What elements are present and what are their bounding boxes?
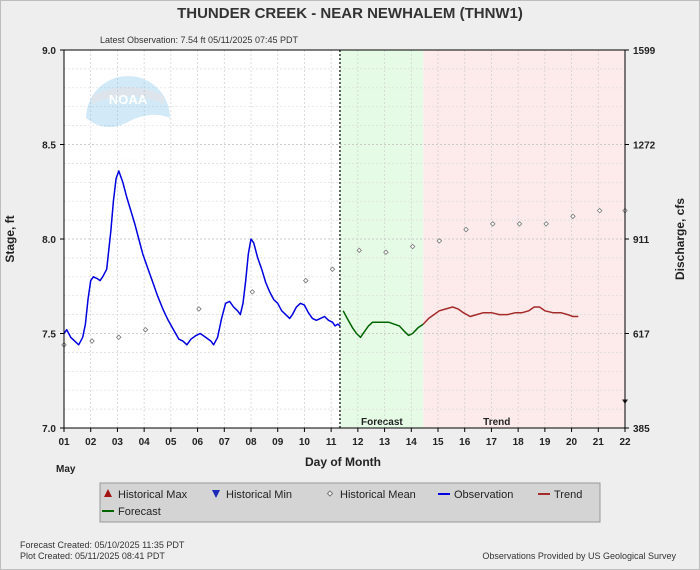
y-tick-label: 7.0	[42, 424, 56, 435]
latest-observation-text: Latest Observation: 7.54 ft 05/11/2025 0…	[100, 35, 298, 45]
historical-mean-point	[329, 266, 336, 273]
historical-mean-point	[463, 226, 469, 233]
historical-mean-point	[543, 221, 549, 227]
historical-mean-point	[596, 207, 603, 214]
historical-mean-point	[89, 338, 95, 344]
legend-label-obs: Observation	[454, 489, 513, 501]
x-tick-label: 15	[432, 437, 444, 448]
y-tick-label: 8.5	[42, 141, 56, 152]
y2-tick-label: 1599	[633, 46, 656, 57]
x-tick-label: 09	[272, 437, 284, 448]
historical-mean-point	[356, 247, 362, 254]
historical-mean-point	[383, 249, 389, 255]
historical-mean-point	[302, 277, 309, 284]
y-tick-label: 8.0	[42, 235, 56, 246]
legend-marker-mean	[326, 490, 334, 497]
y2-tick-label: 1272	[633, 141, 656, 152]
historical-mean-point	[516, 221, 523, 227]
legend-item-mean: Historical Mean	[326, 489, 416, 501]
x-tick-label: 01	[58, 437, 70, 448]
x-tick-label: 13	[379, 437, 391, 448]
x-tick-label: 20	[566, 437, 578, 448]
x-tick-label: 04	[139, 437, 151, 448]
x-tick-label: 21	[593, 437, 605, 448]
legend-label-mean: Historical Mean	[340, 489, 416, 501]
observation-line	[63, 170, 341, 346]
historical-mean-point	[142, 326, 149, 333]
historical-mean-point	[409, 243, 416, 250]
legend-label-max: Historical Max	[118, 489, 188, 501]
legend-item-forecast: Forecast	[102, 506, 161, 518]
plot-created-text: Plot Created: 05/11/2025 08:41 PDT	[20, 551, 165, 561]
legend-item-trend: Trend	[538, 489, 582, 501]
historical-mean-point	[196, 306, 202, 312]
region-label-forecast: Forecast	[361, 417, 403, 428]
y2-axis-label: Discharge, cfs	[673, 198, 687, 280]
chart-title: THUNDER CREEK - NEAR NEWHALEM (THNW1)	[177, 5, 523, 22]
x-tick-label: 16	[459, 437, 471, 448]
legend-marker-min	[212, 490, 220, 498]
legend-label-min: Historical Min	[226, 489, 292, 501]
historical-mean-point	[249, 289, 256, 295]
legend-item-min: Historical Min	[212, 489, 292, 501]
y-axis-label: Stage, ft	[3, 215, 17, 262]
x-tick-label: 19	[539, 437, 551, 448]
x-axis-label: Day of Month	[305, 455, 381, 469]
x-month-label: May	[56, 464, 76, 475]
legend: Historical Max Historical Min Historical M…	[102, 489, 582, 518]
historical-mean-point	[489, 221, 496, 227]
historical-mean-point	[436, 238, 443, 244]
trend-line	[422, 306, 579, 325]
y2-tick-label: 385	[633, 424, 650, 435]
x-tick-label: 02	[85, 437, 97, 448]
legend-marker-max	[104, 489, 112, 497]
forecast-trend-regions: Forecast Trend	[339, 50, 625, 428]
x-tick-label: 06	[192, 437, 204, 448]
axis-ticks: 01 02 03 04 05 06 07 08 09 10 11 12 13 14 15 16 17 18 19 20…	[42, 46, 656, 448]
forecast-line	[342, 310, 424, 339]
x-tick-label: 14	[406, 437, 418, 448]
x-tick-label: 11	[326, 437, 337, 448]
legend-label-trend: Trend	[554, 489, 582, 501]
data-credit-text: Observations Provided by US Geological S…	[482, 551, 676, 561]
legend-box	[99, 482, 601, 523]
legend-label-forecast: Forecast	[118, 506, 161, 518]
noaa-logo-text: NOAA	[109, 92, 148, 107]
y-tick-label: 9.0	[42, 46, 56, 57]
region-label-trend: Trend	[483, 417, 510, 428]
x-tick-label: 03	[112, 437, 124, 448]
x-tick-label: 05	[165, 437, 177, 448]
y2-tick-label: 617	[633, 330, 650, 341]
legend-item-max: Historical Max	[104, 489, 188, 501]
historical-mean-point	[115, 334, 122, 341]
x-tick-label: 07	[219, 437, 231, 448]
y2-tick-label: 911	[633, 235, 650, 246]
x-tick-label: 08	[245, 437, 257, 448]
x-tick-label: 22	[619, 437, 631, 448]
x-tick-label: 12	[352, 437, 364, 448]
noaa-logo: NOAA	[86, 76, 170, 160]
historical-mean-point	[570, 213, 576, 220]
x-tick-label: 10	[299, 437, 311, 448]
legend-item-obs: Observation	[438, 489, 513, 501]
x-tick-label: 17	[486, 437, 498, 448]
y-tick-label: 7.5	[42, 330, 56, 341]
forecast-created-text: Forecast Created: 05/10/2025 11:35 PDT	[20, 540, 185, 550]
x-tick-label: 18	[513, 437, 525, 448]
